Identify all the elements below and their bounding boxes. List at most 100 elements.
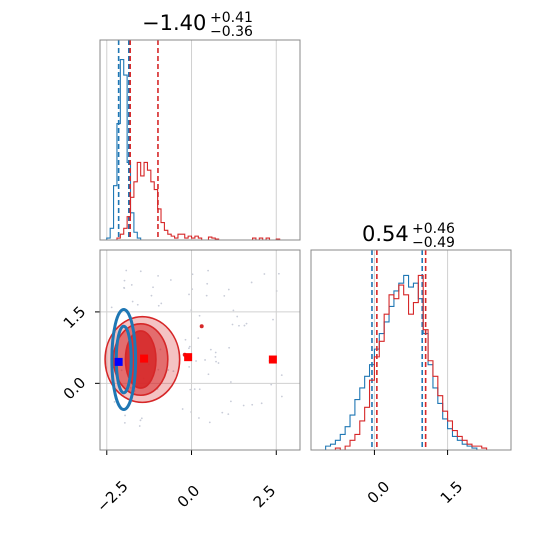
hist-p2-x-tick-labels: 0.0 1.5 <box>364 478 467 508</box>
scatter-point <box>172 370 175 373</box>
joint-y-tick-labels: 0.0 1.5 <box>60 303 90 404</box>
scatter-point <box>205 294 208 297</box>
scatter-point <box>193 388 196 390</box>
scatter-point <box>243 324 246 327</box>
scatter-point <box>250 281 253 284</box>
scatter-point <box>152 286 154 289</box>
scatter-point <box>214 351 217 354</box>
scatter-point <box>167 369 170 371</box>
scatter-point <box>272 318 274 321</box>
scatter-point <box>157 304 160 307</box>
scatter-point <box>229 400 232 403</box>
scatter-point <box>206 282 209 285</box>
x-tick-label: 0.0 <box>364 478 394 508</box>
outlier-point-red <box>199 324 204 329</box>
title-p2-minus: −0.49 <box>412 235 455 251</box>
scatter-point <box>169 279 172 281</box>
title-p2-value: 0.54 <box>362 222 409 246</box>
scatter-point <box>208 421 211 424</box>
scatter-point <box>215 360 217 363</box>
scatter-point <box>160 302 163 305</box>
histogram-step-blue <box>103 59 145 241</box>
panel-frame <box>310 249 512 451</box>
x-tick-label: 1.5 <box>437 478 467 508</box>
scatter-point <box>198 388 201 391</box>
scatter-point <box>223 294 226 297</box>
scatter-point <box>198 417 200 419</box>
scatter-point <box>227 288 230 291</box>
scatter-point <box>221 411 224 414</box>
y-tick-label: 0.0 <box>60 374 90 404</box>
histogram-step-red <box>334 274 488 450</box>
histogram-panel-p2 <box>310 249 512 455</box>
scatter-point <box>217 362 220 364</box>
scatter-point <box>204 359 206 361</box>
scatter-point <box>188 366 191 368</box>
joint-x-tick-labels: −2.5 0.0 2.5 <box>93 477 279 515</box>
scatter-point <box>209 348 212 351</box>
scatter-point <box>138 425 141 427</box>
x-tick-label: 2.5 <box>250 482 280 512</box>
scatter-point <box>198 314 201 317</box>
marker-red <box>268 355 277 364</box>
scatter-point <box>139 419 142 422</box>
joint-contour-panel <box>95 249 301 455</box>
scatter-point <box>157 274 159 277</box>
title-p2: 0.54 +0.46 −0.49 <box>362 221 455 251</box>
title-p1-plus: +0.41 <box>210 10 253 26</box>
scatter-point <box>130 284 133 286</box>
scatter-point <box>238 324 240 327</box>
scatter-point <box>232 309 235 312</box>
y-tick-label: 1.5 <box>60 303 90 333</box>
scatter-point <box>228 346 231 349</box>
scatter-point <box>123 421 126 424</box>
scatter-point <box>263 273 266 275</box>
scatter-point <box>236 315 239 318</box>
scatter-point <box>110 306 113 309</box>
scatter-point <box>242 404 245 407</box>
title-p2-plus: +0.46 <box>412 221 455 237</box>
histogram-step-red <box>113 161 281 241</box>
scatter-point <box>277 272 280 275</box>
scatter-point <box>184 338 187 341</box>
scatter-point <box>280 374 283 377</box>
title-p1-value: −1.40 <box>142 11 206 35</box>
marker-red <box>184 353 193 362</box>
scatter-point <box>125 269 128 272</box>
scatter-point <box>139 270 142 273</box>
scatter-point <box>270 383 273 386</box>
histogram-panel-p1 <box>99 39 301 241</box>
scatter-point <box>188 293 190 296</box>
scatter-point <box>188 347 190 350</box>
scatter-point <box>189 388 192 391</box>
marker-red <box>140 354 149 363</box>
scatter-point <box>229 381 232 383</box>
scatter-point <box>207 373 210 376</box>
panel-frame <box>99 249 301 451</box>
scatter-point <box>251 403 254 406</box>
scatter-point <box>136 303 139 306</box>
scatter-point <box>181 408 184 410</box>
scatter-point <box>280 395 283 398</box>
scatter-point <box>150 294 153 297</box>
histogram-step-blue <box>325 274 478 450</box>
scatter-point <box>214 355 217 358</box>
scatter-point <box>131 300 134 303</box>
title-p1-minus: −0.36 <box>210 24 253 40</box>
title-p1: −1.40 +0.41 −0.36 <box>142 10 253 40</box>
panel-frame <box>99 39 301 241</box>
scatter-point <box>123 286 125 289</box>
contour-level-blue <box>110 308 138 412</box>
scatter-point <box>140 417 143 420</box>
scatter-point <box>197 337 200 339</box>
scatter-point <box>260 402 263 405</box>
scatter-point <box>231 323 234 326</box>
scatter-point <box>188 345 191 348</box>
scatter-point <box>227 413 230 416</box>
x-tick-label: −2.5 <box>93 477 131 515</box>
scatter-point <box>245 322 248 325</box>
scatter-point <box>123 279 126 282</box>
scatter-point <box>124 414 126 417</box>
scatter-point <box>113 401 116 403</box>
